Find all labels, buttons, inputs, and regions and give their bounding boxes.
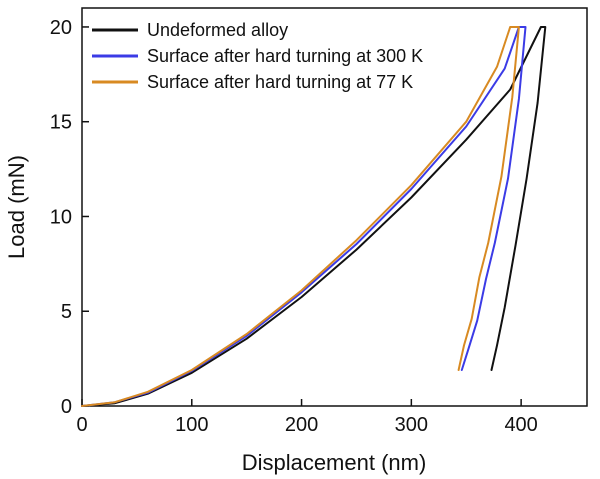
y-axis-title: Load (mN) (4, 155, 29, 259)
x-tick-label: 100 (175, 414, 208, 436)
plot-frame (81, 7, 588, 407)
y-tick-label: 15 (50, 112, 72, 134)
series-line-3 (81, 26, 520, 407)
y-tick-label: 0 (61, 396, 72, 418)
x-tick-label: 400 (504, 414, 537, 436)
legend-label: Surface after hard turning at 77 K (147, 72, 413, 92)
x-axis-title: Displacement (nm) (242, 450, 427, 475)
y-tick-label: 10 (50, 206, 72, 228)
y-tick-label: 20 (50, 17, 72, 39)
series-lines (81, 26, 547, 407)
series-line-1 (81, 26, 547, 407)
legend: Undeformed alloy Surface after hard turni… (92, 20, 423, 92)
x-tick-label: 200 (285, 414, 318, 436)
x-tick-label: 0 (76, 414, 87, 436)
legend-label: Undeformed alloy (147, 20, 288, 40)
y-tick-label: 5 (61, 301, 72, 323)
x-tick-label: 300 (395, 414, 428, 436)
legend-label: Surface after hard turning at 300 K (147, 46, 423, 66)
